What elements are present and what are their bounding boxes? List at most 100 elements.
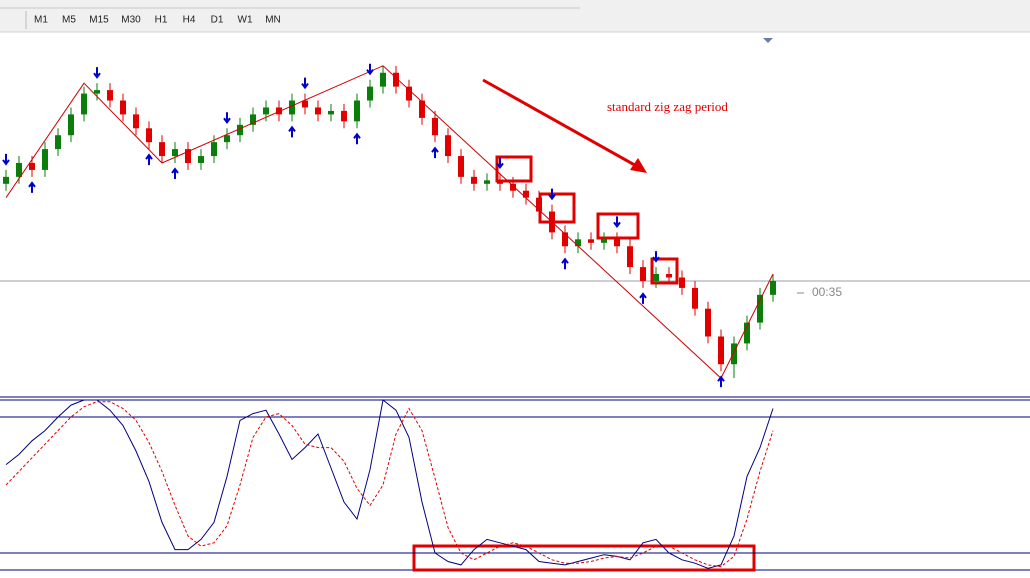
timeframe-label[interactable]: H1 xyxy=(155,15,168,26)
candle-body xyxy=(55,135,61,150)
timeframe-label[interactable]: M1 xyxy=(34,15,48,26)
timeframe-button[interactable] xyxy=(116,11,146,29)
timeframe-label[interactable]: M15 xyxy=(89,15,109,26)
signal-down xyxy=(652,251,660,263)
highlight-box xyxy=(412,544,756,572)
candle-body xyxy=(588,239,594,243)
signal-up xyxy=(431,146,439,159)
candle-body xyxy=(354,100,360,122)
timeframe-button[interactable] xyxy=(56,11,82,29)
signal-up xyxy=(171,167,179,179)
zigzag-line xyxy=(5,65,774,379)
timeframes: M1 M5 M15 M30 H1 H4 D1 W1 MN xyxy=(25,11,286,29)
signal-up xyxy=(145,153,153,166)
signal-down xyxy=(496,157,504,170)
candle-body xyxy=(263,107,269,115)
highlight-box xyxy=(495,155,533,183)
highlight-box xyxy=(538,192,576,224)
candle-body xyxy=(237,124,243,136)
candle-body xyxy=(29,162,35,170)
candle-body xyxy=(679,277,685,288)
candle-body xyxy=(757,294,763,323)
candle-body xyxy=(16,162,22,177)
bar-timer: 00:35 xyxy=(812,285,842,299)
candle-body xyxy=(770,280,776,295)
candle-body xyxy=(744,322,750,344)
signal-up xyxy=(28,181,36,193)
timeframe-label[interactable]: MN xyxy=(265,15,281,26)
candle-body xyxy=(614,239,620,247)
candle-body xyxy=(627,246,633,268)
candle-body xyxy=(172,149,178,157)
candle-body xyxy=(224,135,230,143)
signal-down xyxy=(223,112,231,124)
timeframe-button[interactable] xyxy=(84,11,114,29)
signal-down xyxy=(366,63,374,76)
candle-body xyxy=(419,100,425,118)
candle-body xyxy=(471,176,477,184)
candle-body xyxy=(653,274,659,281)
candle-body xyxy=(133,114,139,129)
highlight-box xyxy=(596,212,640,240)
candle-body xyxy=(380,72,386,87)
candle-body xyxy=(276,107,282,115)
trend-arrowhead xyxy=(630,158,647,173)
candle-body xyxy=(536,197,542,212)
candle-body xyxy=(601,239,607,243)
timeframe-button[interactable] xyxy=(232,11,258,29)
candle-body xyxy=(406,86,412,101)
signal-down xyxy=(301,77,309,90)
signal-down xyxy=(93,67,101,79)
candle-body xyxy=(198,156,204,163)
shift-marker xyxy=(763,38,773,43)
candle-body xyxy=(107,90,113,101)
candle-body xyxy=(666,274,672,278)
candle-body xyxy=(302,100,308,108)
timeframe-button[interactable] xyxy=(28,11,54,29)
candle-body xyxy=(315,107,321,115)
candle-body xyxy=(94,90,100,94)
candle-body xyxy=(458,156,464,177)
signal-up xyxy=(639,292,647,304)
signal-down xyxy=(548,188,556,201)
signal-up xyxy=(717,375,725,388)
candle-body xyxy=(120,100,126,115)
candle-body xyxy=(510,183,516,191)
timeframe-label[interactable]: W1 xyxy=(238,15,253,26)
candle-body xyxy=(497,180,503,184)
timeframe-button[interactable] xyxy=(176,11,202,29)
signal-up xyxy=(561,257,569,270)
highlight-box xyxy=(650,257,679,285)
candle-body xyxy=(445,135,451,157)
highlights xyxy=(412,155,756,572)
candle-body xyxy=(81,93,87,115)
candle-body xyxy=(484,180,490,184)
timeframe-label[interactable]: M5 xyxy=(62,15,76,26)
candle-body xyxy=(393,72,399,87)
candle-body xyxy=(185,149,191,163)
signal-up xyxy=(353,132,361,145)
trend-arrow xyxy=(482,78,641,170)
signal-down xyxy=(2,153,10,166)
timeframe-label[interactable]: D1 xyxy=(211,15,224,26)
timeframe-button[interactable] xyxy=(148,11,174,29)
candle-body xyxy=(250,114,256,125)
candle-body xyxy=(562,232,568,247)
timeframe-button[interactable] xyxy=(204,11,230,29)
candle-body xyxy=(705,308,711,337)
timeframe-label[interactable]: M30 xyxy=(121,15,141,26)
candle-body xyxy=(432,117,438,136)
candle-body xyxy=(146,128,152,143)
main-line xyxy=(5,399,774,569)
candle-body xyxy=(718,336,724,365)
candle-body xyxy=(731,343,737,365)
candle-body xyxy=(523,190,529,198)
candle-body xyxy=(68,114,74,136)
timeframe-label[interactable]: H4 xyxy=(183,15,196,26)
candle-body xyxy=(341,110,347,122)
candle-body xyxy=(575,239,581,247)
signal-line xyxy=(5,401,774,568)
candle-body xyxy=(328,110,334,115)
timeframe-button[interactable] xyxy=(260,11,286,29)
